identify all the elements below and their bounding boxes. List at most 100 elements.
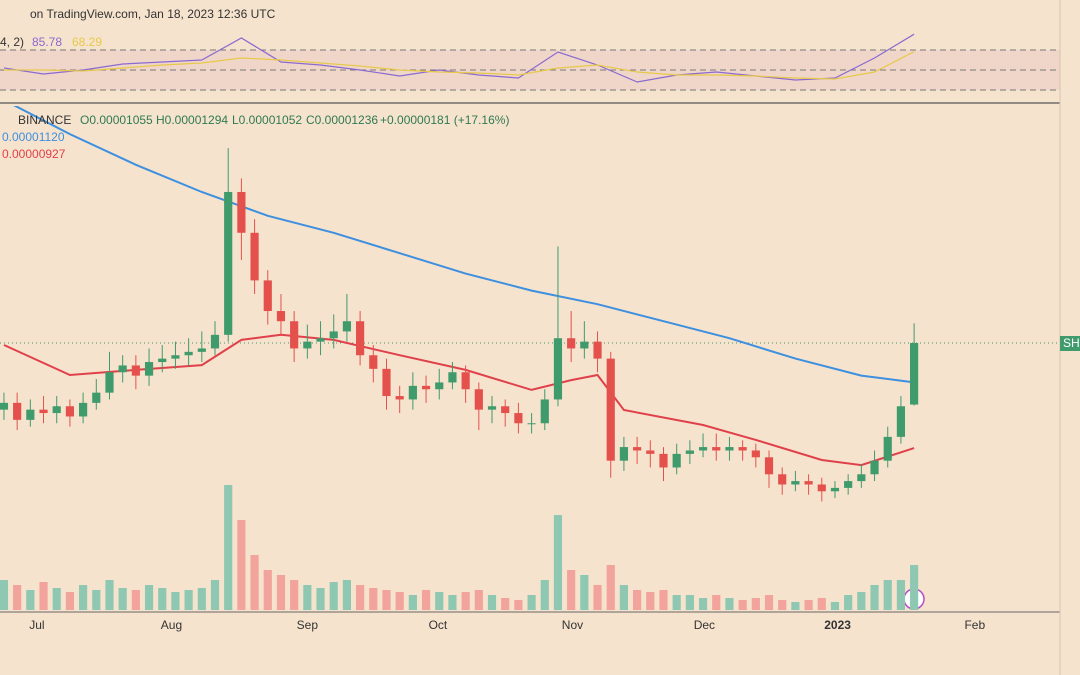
candle-body bbox=[527, 423, 536, 425]
candle-body bbox=[329, 331, 338, 339]
volume-bar bbox=[52, 588, 61, 610]
volume-bar bbox=[487, 595, 497, 610]
candle-body bbox=[725, 447, 734, 451]
ma-value-label: 0.00001120 bbox=[2, 130, 65, 144]
volume-bar bbox=[65, 592, 74, 610]
price-pane bbox=[0, 106, 1060, 610]
candle-body bbox=[52, 406, 61, 414]
volume-bar bbox=[250, 555, 259, 610]
volume-bar bbox=[870, 585, 879, 610]
candle-body bbox=[65, 406, 74, 417]
volume-bar bbox=[501, 598, 510, 610]
candle-body bbox=[685, 450, 694, 454]
volume-bar bbox=[369, 588, 378, 610]
volume-bar bbox=[527, 595, 536, 610]
candle-body bbox=[290, 321, 299, 349]
candle-body bbox=[487, 406, 497, 410]
candle-body bbox=[144, 362, 154, 376]
candle-body bbox=[118, 365, 127, 373]
volume-bar bbox=[79, 585, 88, 610]
candle-body bbox=[316, 338, 325, 342]
candle-body bbox=[751, 450, 760, 458]
volume-bar bbox=[685, 595, 694, 610]
moving-average-line bbox=[3, 333, 915, 467]
volume-bar bbox=[540, 580, 549, 610]
rsi-legend-text: 85.78 bbox=[32, 35, 62, 49]
candle-body bbox=[276, 311, 286, 322]
candle-body bbox=[712, 447, 721, 451]
volume-bar bbox=[395, 592, 404, 610]
volume-bar bbox=[237, 520, 246, 610]
price-tag-text: SHI bbox=[1063, 336, 1080, 350]
volume-bar bbox=[329, 582, 338, 610]
candle-body bbox=[408, 385, 417, 400]
volume-bar bbox=[633, 590, 642, 610]
candle-body bbox=[250, 232, 259, 281]
candle-body bbox=[764, 457, 774, 475]
rsi-line bbox=[4, 51, 915, 80]
candle-body bbox=[646, 450, 655, 454]
legend-text: C0.00001236 bbox=[306, 113, 378, 127]
candle-body bbox=[501, 406, 510, 414]
candle-body bbox=[435, 382, 444, 390]
volume-bar bbox=[0, 580, 9, 610]
volume-bar bbox=[263, 570, 272, 610]
volume-bar bbox=[435, 592, 444, 610]
candle-body bbox=[896, 406, 906, 437]
candle-body bbox=[870, 460, 879, 475]
x-tick-label: Feb bbox=[964, 618, 985, 632]
candle-body bbox=[184, 351, 193, 356]
x-tick-label: Dec bbox=[694, 618, 715, 632]
candle-body bbox=[210, 334, 220, 349]
volume-bar bbox=[817, 598, 826, 610]
volume-bar bbox=[342, 580, 352, 610]
volume-bar bbox=[184, 590, 193, 610]
volume-bar bbox=[382, 590, 391, 610]
volume-bar bbox=[131, 590, 140, 610]
candle-body bbox=[580, 341, 589, 349]
x-tick-label: 2023 bbox=[824, 618, 851, 632]
price-tag bbox=[1060, 336, 1080, 351]
candle-body bbox=[844, 481, 853, 488]
volume-bar bbox=[144, 585, 154, 610]
volume-bar bbox=[448, 595, 457, 610]
volume-bar bbox=[39, 582, 48, 610]
volume-bar bbox=[421, 590, 431, 610]
candle-body bbox=[553, 338, 563, 400]
candle-body bbox=[830, 487, 840, 492]
candle-body bbox=[672, 453, 681, 468]
volume-bar bbox=[580, 575, 589, 610]
candle-body bbox=[197, 348, 206, 352]
candle-body bbox=[224, 191, 233, 335]
source-text: on TradingView.com, Jan 18, 2023 12:36 U… bbox=[30, 7, 276, 21]
volume-bar bbox=[26, 590, 35, 610]
volume-bar bbox=[659, 590, 668, 610]
candle-body bbox=[791, 481, 800, 485]
volume-bar bbox=[672, 595, 681, 610]
candle-body bbox=[237, 191, 246, 233]
volume-bar bbox=[290, 580, 299, 610]
candle-body bbox=[804, 481, 813, 485]
candle-body bbox=[263, 280, 272, 312]
volume-bar bbox=[791, 602, 800, 610]
volume-bar bbox=[224, 485, 233, 610]
volume-bar bbox=[712, 595, 721, 610]
candle-body bbox=[369, 355, 378, 369]
legend-text: BINANCE bbox=[18, 113, 71, 127]
x-tick-label: Nov bbox=[562, 618, 583, 632]
volume-bar bbox=[593, 585, 602, 610]
candle-body bbox=[158, 358, 167, 363]
volume-bar bbox=[105, 580, 114, 610]
volume-bar bbox=[303, 585, 312, 610]
candle-body bbox=[0, 402, 9, 410]
candle-body bbox=[474, 389, 483, 410]
volume-bar bbox=[197, 588, 206, 610]
x-tick-label: Sep bbox=[297, 618, 319, 632]
volume-bar bbox=[698, 598, 708, 610]
candle-body bbox=[857, 474, 866, 482]
legend-text: O0.00001055 bbox=[80, 113, 153, 127]
candle-body bbox=[26, 409, 35, 420]
candle-body bbox=[79, 402, 88, 417]
